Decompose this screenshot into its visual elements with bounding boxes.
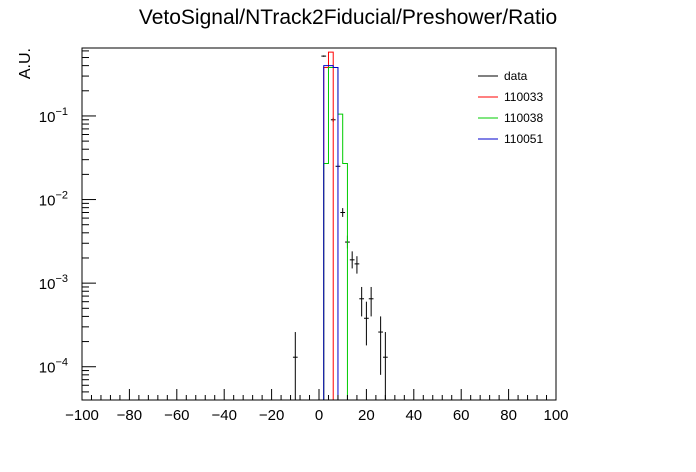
legend-entry-110033: 110033	[478, 90, 543, 104]
data-point	[378, 316, 383, 375]
data-point	[340, 208, 346, 217]
data-point	[321, 55, 327, 57]
data-point	[354, 256, 360, 274]
data-point	[292, 332, 298, 400]
series-layer	[292, 51, 388, 400]
legend-label: 110033	[504, 90, 543, 104]
x-tick-label: −20	[259, 407, 284, 424]
series-110051-step-line	[319, 65, 343, 400]
legend-label: data	[504, 69, 528, 83]
chart-title: VetoSignal/NTrack2Fiducial/Preshower/Rat…	[139, 6, 557, 29]
data-point	[359, 286, 365, 317]
x-tick-label: 100	[543, 407, 568, 424]
legend-label: 110051	[504, 132, 543, 146]
x-tick-label: 80	[500, 407, 517, 424]
y-tick-label: 10−3	[39, 273, 68, 293]
x-tick-label: 0	[315, 407, 323, 424]
axis-layer: −100 −80 −60 −40 −20 0 20 40 60 80 100 10−4 10−3 10−2…	[39, 50, 569, 424]
legend: data 110033 110038 110051	[478, 69, 543, 146]
data-point	[349, 251, 355, 269]
y-tick-label: 10−2	[39, 190, 68, 210]
legend-entry-data: data	[478, 69, 528, 83]
x-tick-label: −40	[211, 407, 236, 424]
x-tick-label: 40	[405, 407, 422, 424]
x-tick-label: −80	[117, 407, 142, 424]
legend-entry-110051: 110051	[478, 132, 543, 146]
x-tick-label: −60	[164, 407, 189, 424]
y-tick-label: 10−1	[39, 106, 68, 126]
x-tick-label: 20	[358, 407, 375, 424]
legend-label: 110038	[504, 111, 543, 125]
data-point	[368, 286, 374, 317]
x-tick-label: 60	[453, 407, 470, 424]
legend-entry-110038: 110038	[478, 111, 543, 125]
data-point	[364, 301, 369, 346]
data-point	[382, 332, 388, 400]
y-tick-label: 10−4	[39, 357, 68, 377]
x-tick-label: −100	[65, 407, 99, 424]
y-axis-label: A.U.	[17, 48, 34, 79]
